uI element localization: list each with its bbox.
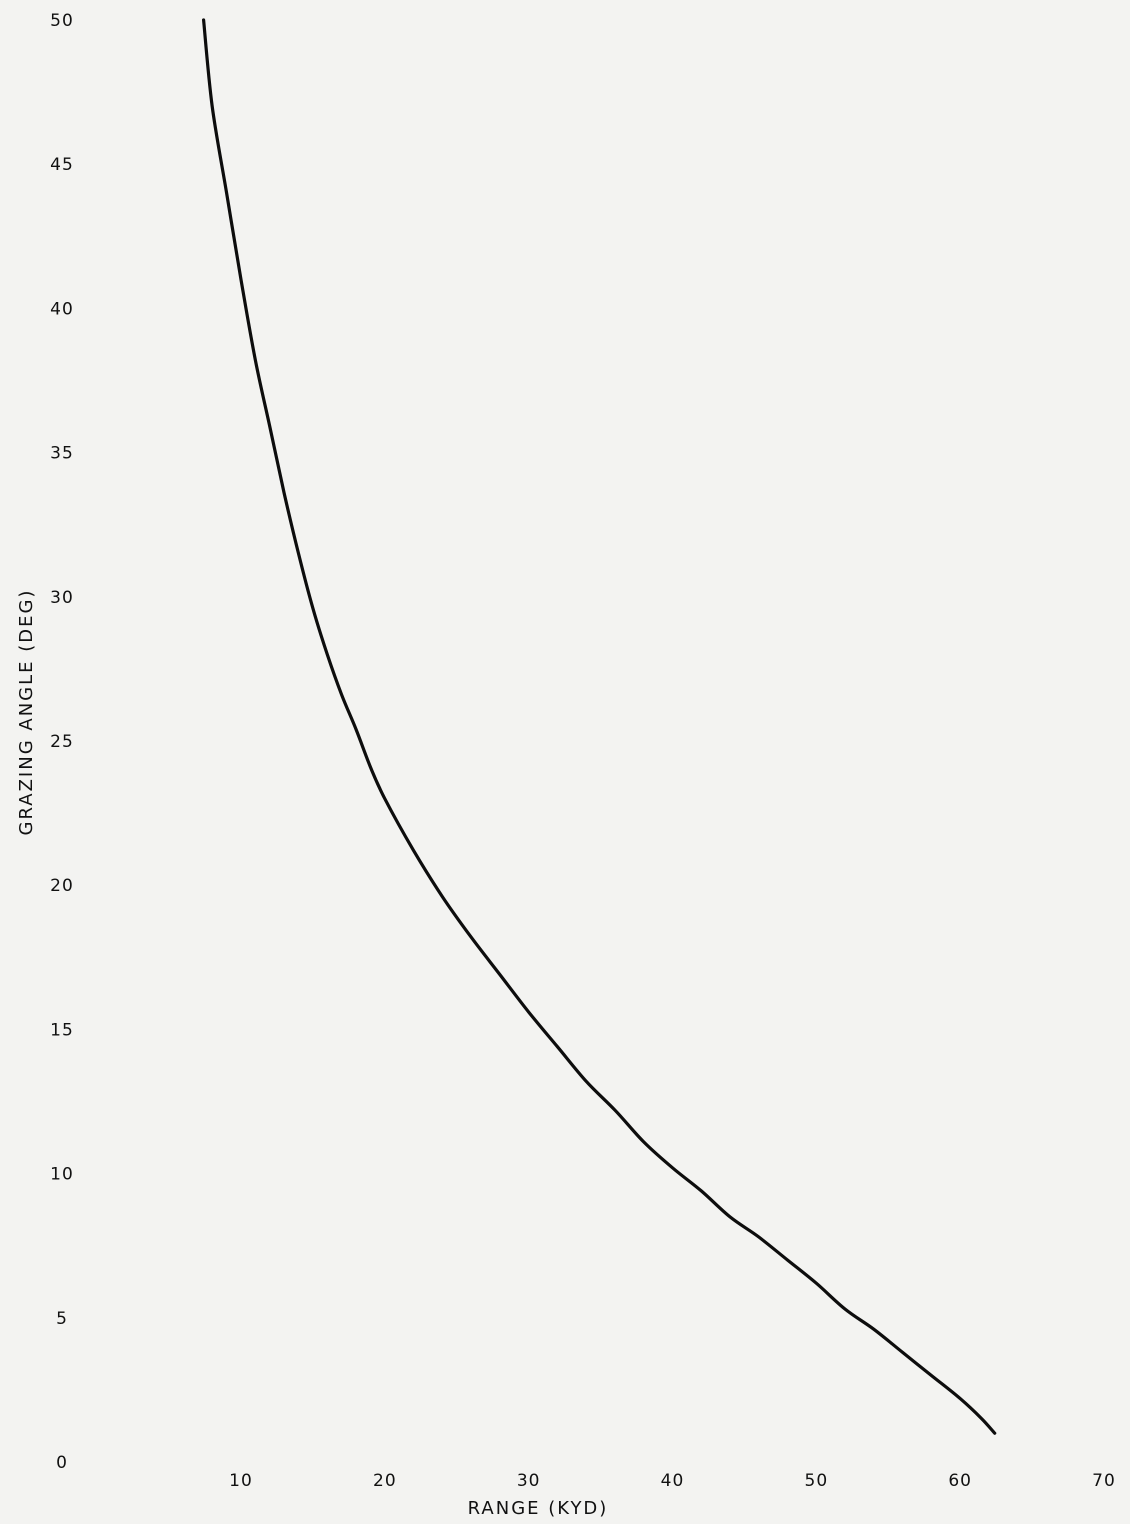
y-tick-label: 45 — [50, 155, 74, 175]
x-tick-label: 10 — [229, 1471, 253, 1491]
y-tick-label: 35 — [50, 444, 74, 464]
x-tick-label: 50 — [805, 1471, 829, 1491]
y-axis-tick-labels: 0 5 10 15 20 25 30 35 40 45 50 — [50, 11, 74, 1473]
x-tick-label: 20 — [373, 1471, 397, 1491]
y-tick-label: 5 — [56, 1309, 68, 1329]
x-tick-label: 70 — [1092, 1471, 1116, 1491]
x-tick-label: 30 — [517, 1471, 541, 1491]
y-tick-label: 40 — [50, 299, 74, 319]
x-axis-title: RANGE (KYD) — [468, 1498, 609, 1519]
y-axis-title: GRAZING ANGLE (DEG) — [16, 589, 37, 836]
y-tick-label: 0 — [56, 1453, 68, 1473]
y-tick-label: 50 — [50, 11, 74, 31]
y-tick-label: 15 — [50, 1020, 74, 1040]
x-tick-label: 40 — [661, 1471, 685, 1491]
y-tick-label: 30 — [50, 588, 74, 608]
y-tick-label: 20 — [50, 876, 74, 896]
y-tick-label: 10 — [50, 1165, 74, 1185]
x-tick-label: 60 — [948, 1471, 972, 1491]
series-layer — [202, 18, 997, 1435]
y-tick-label: 25 — [50, 732, 74, 752]
series-line — [202, 18, 997, 1435]
x-axis-tick-labels: 10 20 30 40 50 60 70 — [229, 1471, 1116, 1491]
